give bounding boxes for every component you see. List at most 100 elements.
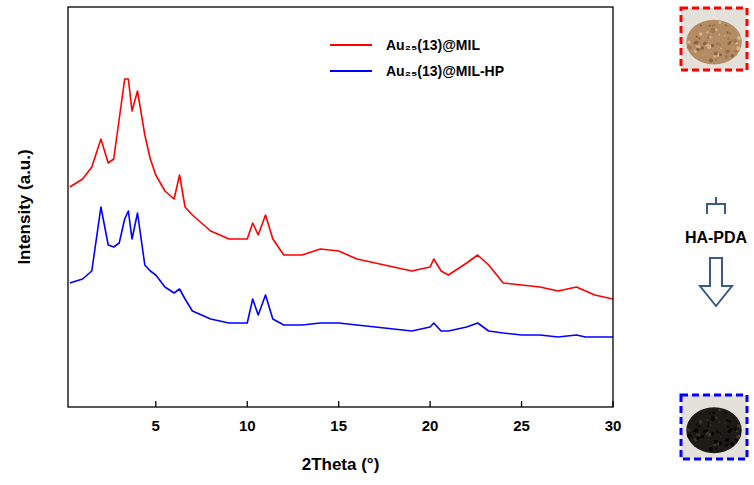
x-tick-label: 25 <box>513 417 530 434</box>
photo-background <box>681 395 747 459</box>
photo-background <box>681 8 747 70</box>
chart: 510152025302Theta (°)Intensity (a.u.)Au₂… <box>0 0 754 485</box>
powder-grain <box>725 24 727 26</box>
sample-photo <box>681 395 747 459</box>
powder-grain <box>687 45 691 49</box>
powder-grain <box>695 40 699 44</box>
powder-grain <box>711 432 714 435</box>
legend-label: Au₂₅(13)@MIL-HP <box>386 63 504 79</box>
annotation: HA-PDA <box>685 229 748 246</box>
powder-grain <box>707 36 710 39</box>
powder-grain <box>716 430 719 433</box>
arrow <box>700 258 732 306</box>
powder-grain <box>733 39 737 43</box>
powder-grain <box>726 31 728 33</box>
powder-grain <box>700 24 702 26</box>
powder-grain <box>725 444 729 448</box>
powder-grain <box>734 438 737 441</box>
series-group <box>70 79 613 337</box>
powder-grain <box>707 41 709 43</box>
powder-grain <box>718 21 721 24</box>
photo-frame <box>681 395 747 459</box>
powder-grain <box>707 45 711 49</box>
powder-grain <box>699 32 703 36</box>
powder-grain <box>724 423 726 425</box>
powder-grain <box>734 50 737 53</box>
powder-grain <box>698 38 700 40</box>
powder-grain <box>727 50 730 53</box>
powder-grain <box>725 438 729 442</box>
powder-grain <box>718 34 720 36</box>
powder-grain <box>736 435 740 439</box>
powder-grain <box>687 429 690 432</box>
powder-grain <box>714 440 718 444</box>
powder-grain <box>730 443 733 446</box>
powder-grain <box>696 48 700 52</box>
powder-grain <box>700 412 702 414</box>
powder-grain <box>720 48 722 50</box>
powder-grain <box>696 36 698 38</box>
powder-grain <box>706 31 708 33</box>
powder-grain <box>707 424 710 427</box>
powder-grain <box>727 438 730 441</box>
x-tick-label: 20 <box>422 417 439 434</box>
powder-grain <box>728 41 731 44</box>
x-tick <box>612 401 613 407</box>
x-axis-title: 2Theta (°) <box>302 455 380 474</box>
powder-grain <box>736 46 740 50</box>
powder-grain <box>708 412 710 414</box>
powder-grain <box>695 429 699 433</box>
powder-grain <box>716 42 719 45</box>
bracket <box>707 197 725 214</box>
powder-grain <box>720 436 722 438</box>
powder-grain <box>718 408 721 411</box>
powder-grain <box>698 426 700 428</box>
x-tick-label: 5 <box>152 417 160 434</box>
powder-grain <box>707 433 711 437</box>
x-tick <box>429 401 430 407</box>
x-tick <box>155 401 156 407</box>
powder-grain <box>719 44 721 46</box>
photo-frame <box>681 8 747 70</box>
powder-grain <box>687 40 690 43</box>
series-line <box>70 79 613 299</box>
powder-grain <box>729 420 732 423</box>
powder-grain <box>714 52 718 56</box>
powder-grain <box>719 432 721 434</box>
powder-grain <box>706 429 709 432</box>
powder-grain <box>699 420 703 424</box>
powder-grain <box>696 424 698 426</box>
x-tick <box>247 401 248 407</box>
powder-grain <box>715 59 717 61</box>
legend-swatch <box>330 70 372 72</box>
powder-grain <box>711 415 715 419</box>
powder-grain <box>715 448 717 450</box>
powder-grain <box>725 412 727 414</box>
powder-grain <box>711 44 714 47</box>
powder-grain <box>687 434 691 438</box>
powder-grain <box>735 51 737 53</box>
powder-grain <box>709 58 713 62</box>
powder-grain <box>727 425 730 428</box>
powder-grain <box>709 447 713 451</box>
powder-grain <box>715 58 717 60</box>
x-tick <box>521 401 522 407</box>
powder-grain <box>711 28 715 32</box>
powder-grain <box>700 46 704 50</box>
powder-grain <box>726 419 728 421</box>
powder <box>686 407 741 453</box>
x-tick-label: 15 <box>330 417 347 434</box>
plot-frame <box>68 7 613 407</box>
powder-grain <box>707 429 709 431</box>
powder-grain <box>724 35 726 37</box>
powder-grain <box>712 24 715 27</box>
powder-grain <box>712 411 715 414</box>
powder-grain <box>696 436 700 440</box>
powder-grain <box>715 416 718 419</box>
x-tick-label: 30 <box>605 417 622 434</box>
powder-grain <box>728 429 731 432</box>
series-line <box>70 207 613 337</box>
powder-grain <box>733 427 737 431</box>
powder-grain <box>715 28 718 31</box>
powder-grain <box>725 50 729 54</box>
